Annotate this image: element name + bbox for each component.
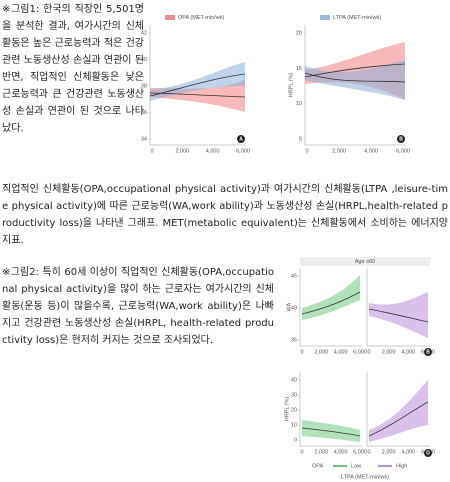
x-axis-label: LTPA (MET-min/wk) — [341, 474, 389, 480]
y-tick-label: 20 — [291, 407, 297, 413]
title-bar — [300, 257, 430, 266]
badge-label: A — [239, 137, 243, 143]
line — [368, 401, 429, 437]
x-tick-label: 2,000 — [314, 349, 328, 355]
x-tick-label: 0 — [305, 148, 308, 154]
legend-label: LTPA (MET-min/wk) — [333, 15, 381, 21]
badge — [424, 449, 432, 457]
badge-label: B — [399, 137, 403, 143]
line — [368, 308, 429, 323]
y-tick-label: 40 — [291, 377, 297, 383]
x-tick-label: 2,000 — [332, 148, 346, 154]
badge — [397, 135, 405, 143]
band — [369, 380, 428, 442]
y-tick-label: 15 — [296, 66, 302, 72]
line — [149, 73, 246, 97]
y-tick-label: 34 — [141, 136, 147, 142]
line — [304, 63, 406, 78]
x-tick-label: 0 — [367, 449, 370, 455]
figure-title: Age ≥60 — [355, 259, 375, 265]
legend-swatch — [165, 15, 175, 20]
band — [302, 420, 360, 442]
legend-label: OPA (MET-min/wk) — [178, 15, 225, 21]
legend-label: Low — [351, 463, 361, 469]
x-tick-label: 0 — [300, 349, 303, 355]
x-tick-label: 6,000 — [396, 148, 410, 154]
y-tick-label: 20 — [296, 30, 302, 36]
band — [150, 62, 245, 101]
x-tick-label: 2,000 — [175, 148, 189, 154]
y-tick-label: 45 — [291, 273, 297, 279]
badge-label: D — [426, 451, 430, 457]
legend-swatch — [320, 15, 330, 20]
y-axis-label: HRPL (%) — [284, 397, 290, 422]
x-tick-label: 4,000 — [334, 349, 348, 355]
y-tick-label: 38 — [141, 83, 147, 89]
y-axis-label: WA — [286, 302, 292, 311]
paragraph: ※그림1: 한국의 직장인 5,501명을 분석한 결과, 여가시간의 신체활동… — [2, 4, 144, 134]
x-tick-label: 2,000 — [382, 349, 396, 355]
line — [301, 291, 361, 315]
band — [150, 80, 245, 112]
line — [301, 427, 361, 437]
x-tick-label: 0 — [300, 449, 303, 455]
y-tick-label: 42 — [141, 30, 147, 36]
legend-label: High — [396, 463, 407, 469]
x-tick-label: 6,000 — [353, 449, 367, 455]
x-tick-label: 4,000 — [364, 148, 378, 154]
x-tick-label: 2,000 — [382, 449, 396, 455]
y-tick-label: 35 — [291, 337, 297, 343]
y-tick-label: 10 — [296, 101, 302, 107]
x-tick-label: 6,000 — [236, 148, 250, 154]
x-tick-label: 0 — [367, 349, 370, 355]
x-tick-label: 4,000 — [401, 449, 415, 455]
band — [305, 60, 405, 100]
x-tick-label: 4,000 — [206, 148, 220, 154]
y-tick-label: 0 — [294, 437, 297, 443]
y-tick-label: 10 — [291, 422, 297, 428]
y-axis-label: HRPL (%) — [288, 73, 294, 98]
x-tick-label: 0 — [150, 148, 153, 154]
badge — [237, 135, 245, 143]
y-tick-label: 5 — [299, 136, 302, 142]
badge — [424, 348, 432, 356]
paragraph: ※그림2: 특히 60세 이상이 직업적인 신체활동(OPA,occupatio… — [2, 267, 274, 346]
badge-label: B — [426, 350, 430, 356]
y-tick-label: 36 — [141, 110, 147, 116]
paragraph: 직업적인 신체활동(OPA,occupational physical acti… — [2, 184, 448, 246]
x-tick-label: 2,000 — [314, 449, 328, 455]
y-tick-label: 40 — [291, 305, 297, 311]
legend-title: OPA — [312, 463, 324, 469]
band — [302, 275, 360, 320]
x-tick-label: 6,000 — [353, 349, 367, 355]
line — [304, 72, 406, 83]
x-tick-label: 4,000 — [334, 449, 348, 455]
y-tick-label: 40 — [141, 57, 147, 63]
x-tick-label: 4,000 — [401, 349, 415, 355]
y-tick-label: 30 — [291, 392, 297, 398]
